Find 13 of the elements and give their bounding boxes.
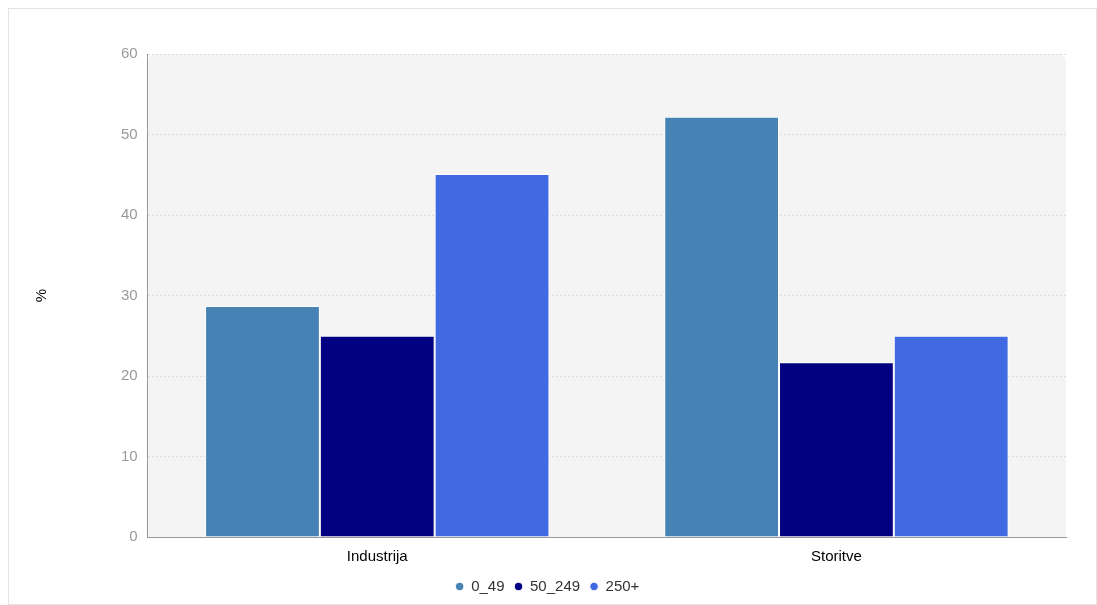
legend-label: 0_49 xyxy=(471,576,505,594)
y-tick-label: 10 xyxy=(121,446,138,464)
x-tick-label: Industrija xyxy=(346,547,409,565)
y-axis-title: % xyxy=(32,288,50,303)
y-tick-label: 20 xyxy=(121,366,138,384)
y-tick-label: 40 xyxy=(121,205,138,223)
y-tick-label: 50 xyxy=(121,124,138,142)
y-tick-label: 0 xyxy=(129,527,138,545)
y-tick-label: 60 xyxy=(121,44,138,62)
x-tick-label: Storitve xyxy=(810,547,862,565)
y-tick-label: 30 xyxy=(121,285,138,303)
legend-label: 250+ xyxy=(605,576,640,594)
legend-label: 50_249 xyxy=(530,576,581,594)
